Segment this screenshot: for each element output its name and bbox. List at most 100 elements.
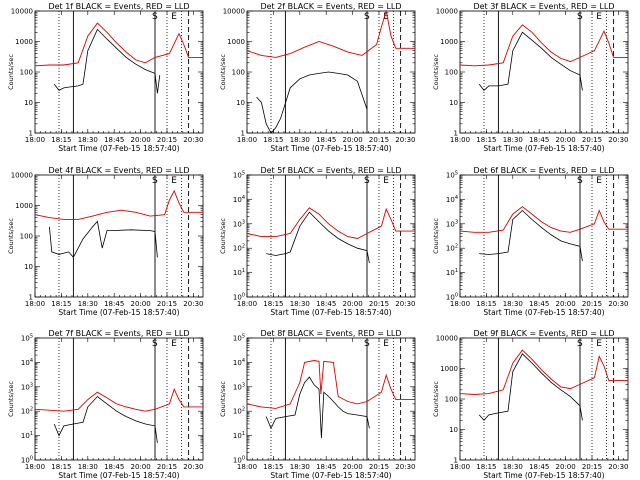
y-axis-label: Counts/sec — [7, 381, 15, 417]
y-axis-label: Counts/sec — [219, 54, 227, 90]
marker-label-s: S — [152, 12, 158, 22]
x-tick-label: 18:30 — [503, 463, 523, 471]
x-axis-label: Start Time (07-Feb-15 18:57:40) — [58, 471, 179, 480]
x-tick-label: 18:45 — [104, 463, 124, 471]
y-tick-label: 10 — [449, 426, 458, 434]
x-tick-label: 20:00 — [343, 136, 363, 144]
plot-frame — [459, 337, 629, 461]
marker-label-s: S — [152, 339, 158, 349]
x-tick-label: 20:00 — [556, 463, 576, 471]
marker-label-e: E — [171, 176, 177, 186]
plot-frame — [246, 337, 416, 461]
x-tick-label: 18:45 — [316, 300, 336, 308]
y-tick-label: 100 — [233, 293, 245, 302]
panel-title: Det 9f BLACK = Events, RED = LLD — [473, 329, 614, 338]
y-tick-label: 100 — [445, 396, 458, 404]
y-axis-label: Counts/sec — [432, 218, 440, 254]
plot-frame — [459, 174, 629, 298]
x-tick-label: 18:30 — [290, 463, 310, 471]
x-tick-label: 18:15 — [51, 463, 71, 471]
x-tick-label: 18:00 — [25, 136, 45, 144]
y-tick-label: 1 — [454, 457, 458, 465]
x-tick-label: 20:00 — [556, 300, 576, 308]
x-tick-label: 18:30 — [503, 300, 523, 308]
y-tick-label: 105 — [233, 171, 245, 180]
x-tick-label: 18:15 — [476, 300, 496, 308]
y-tick-label: 10 — [449, 99, 458, 107]
y-axis-label: Counts/sec — [432, 381, 440, 417]
x-tick-label: 18:45 — [529, 463, 549, 471]
y-tick-label: 1 — [29, 294, 33, 302]
series-lld-red — [459, 24, 628, 67]
series-events-black — [53, 28, 161, 94]
x-tick-label: 20:30 — [183, 463, 203, 471]
panel-title: Det 1f BLACK = Events, RED = LLD — [48, 2, 189, 11]
marker-label-e: E — [383, 12, 389, 22]
y-tick-label: 100 — [20, 69, 33, 77]
x-tick-label: 20:15 — [582, 136, 602, 144]
series-events-black — [266, 211, 370, 263]
x-tick-label: 18:15 — [263, 463, 283, 471]
x-tick-label: 18:15 — [476, 136, 496, 144]
x-tick-label: 20:15 — [157, 463, 177, 471]
marker-label-e: E — [596, 176, 602, 186]
series-lld-red — [246, 360, 415, 409]
y-tick-label: 102 — [233, 407, 245, 416]
series-lld-red — [34, 22, 203, 67]
x-tick-label: 18:00 — [450, 463, 470, 471]
y-tick-label: 104 — [446, 195, 458, 204]
x-tick-label: 20:30 — [183, 136, 203, 144]
x-tick-label: 18:30 — [78, 463, 98, 471]
x-tick-label: 18:45 — [104, 136, 124, 144]
x-tick-label: 18:00 — [237, 136, 257, 144]
x-tick-label: 18:30 — [290, 136, 310, 144]
marker-label-s: S — [577, 176, 583, 186]
y-tick-label: 101 — [21, 431, 33, 440]
y-tick-label: 105 — [233, 334, 245, 343]
x-tick-label: 18:45 — [316, 136, 336, 144]
series-events-black — [478, 353, 583, 421]
y-tick-label: 1000 — [440, 365, 458, 373]
y-tick-label: 100 — [232, 69, 245, 77]
y-tick-label: 102 — [21, 407, 33, 416]
y-tick-label: 101 — [233, 431, 245, 440]
y-tick-label: 102 — [233, 244, 245, 253]
x-tick-label: 18:15 — [51, 300, 71, 308]
marker-label-s: S — [152, 176, 158, 186]
y-tick-label: 101 — [446, 268, 458, 277]
x-axis-label: Start Time (07-Feb-15 18:57:40) — [58, 308, 179, 317]
x-tick-label: 20:00 — [343, 463, 363, 471]
y-tick-label: 100 — [21, 456, 33, 465]
marker-label-e: E — [596, 12, 602, 22]
y-tick-label: 10 — [24, 99, 33, 107]
y-tick-label: 104 — [233, 358, 245, 367]
y-tick-label: 100 — [446, 293, 458, 302]
marker-label-s: S — [364, 12, 370, 22]
panel-title: Det 3f BLACK = Events, RED = LLD — [473, 2, 614, 11]
plot-frame — [34, 174, 204, 298]
x-tick-label: 18:45 — [529, 136, 549, 144]
x-tick-label: 18:30 — [503, 136, 523, 144]
series-events-black — [265, 376, 370, 439]
y-tick-label: 1 — [454, 130, 458, 138]
series-lld-red — [246, 207, 415, 239]
plot-frame — [459, 10, 629, 134]
x-tick-label: 18:00 — [25, 463, 45, 471]
x-tick-label: 18:15 — [263, 300, 283, 308]
series-lld-red — [34, 189, 203, 220]
y-tick-label: 1 — [29, 130, 33, 138]
y-tick-label: 10000 — [436, 8, 458, 16]
x-tick-label: 18:30 — [290, 300, 310, 308]
marker-label-s: S — [364, 176, 370, 186]
x-tick-label: 20:00 — [131, 300, 151, 308]
x-tick-label: 18:45 — [316, 463, 336, 471]
y-tick-label: 103 — [21, 382, 33, 391]
marker-label-e: E — [596, 339, 602, 349]
x-tick-label: 20:30 — [395, 300, 415, 308]
